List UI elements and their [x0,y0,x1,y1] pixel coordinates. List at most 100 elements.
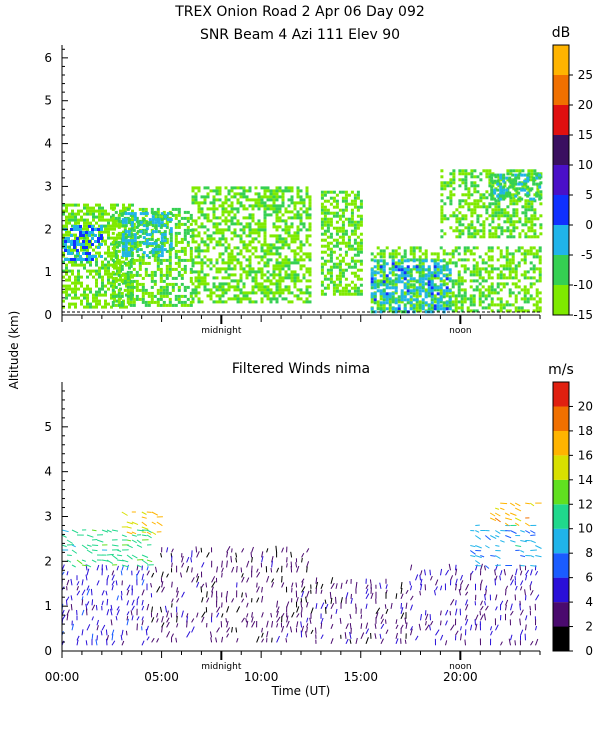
snr-cell [254,201,258,205]
snr-cell [74,281,77,285]
snr-cell [370,258,374,262]
wind-barb [181,555,184,563]
wind-barb [420,614,422,621]
snr-cell [341,211,345,215]
snr-cell [144,291,148,295]
snr-cell [174,237,178,241]
snr-cell [469,303,473,307]
snr-cell [86,302,89,306]
snr-cell [490,249,494,253]
snr-cell [86,224,89,228]
snr-cell [266,243,270,247]
wind-barb [166,631,171,638]
snr-cell [469,270,473,274]
snr-cell [488,214,492,218]
wind-barb [231,598,235,603]
snr-cell [233,216,237,220]
wind-barb [120,595,123,601]
snr-cell [485,217,489,221]
snr-cell [409,268,413,272]
wind-barb [181,591,185,598]
snr-cell [194,255,198,259]
snr-cell [62,305,65,309]
snr-cell [463,279,467,283]
wind-barb [226,546,231,553]
wind-barb [191,618,195,623]
snr-cell [257,192,261,196]
snr-cell [89,269,92,273]
snr-cell [233,288,237,292]
snr-cell [191,186,195,190]
snr-cell [101,212,104,216]
snr-cell [239,192,243,196]
snr-cell [242,225,246,229]
snr-cell [391,259,395,263]
wind-barb [275,545,278,553]
snr-cell [530,214,534,218]
snr-cell [278,210,282,214]
wind-barb [445,569,450,576]
snr-cell [332,283,336,287]
snr-cell [236,300,240,304]
colorbar-tick-label: 10 [578,522,593,536]
wind-barb [320,602,325,610]
wind-barb [495,575,498,581]
snr-cell [171,207,175,211]
snr-cell [506,178,510,182]
snr-cell [206,216,210,220]
snr-cell [281,198,285,202]
snr-cell [254,300,258,304]
snr-cell [135,243,139,247]
snr-cell [502,179,506,183]
snr-cell [347,289,351,293]
wind-barb [510,574,514,581]
snr-cell [77,209,80,213]
wind-barb [136,616,140,621]
snr-cell [117,303,121,307]
snr-cell [117,216,121,220]
snr-cell [487,294,491,298]
snr-cell [496,285,500,289]
wind-barb [116,606,120,611]
snr-cell [230,273,234,277]
wind-barb [505,585,509,591]
snr-cell [71,296,74,300]
snr-cell [174,252,178,256]
wind-barb [76,559,83,565]
snr-cell [159,303,163,307]
snr-cell [299,246,303,250]
snr-cell [530,226,534,230]
snr-cell [418,306,422,310]
snr-cell [218,228,222,232]
snr-cell [356,208,360,212]
wind-barb [171,598,174,603]
snr-cell [517,279,521,283]
wind-barb [440,568,443,576]
snr-cell [230,216,234,220]
snr-cell [461,223,465,227]
snr-cell [481,267,485,271]
snr-cell [379,307,383,311]
snr-cell [98,266,101,270]
snr-cell [263,240,267,244]
snr-cell [535,306,539,310]
snr-cell [521,211,525,215]
snr-cell [290,222,294,226]
marker-label: midnight [201,662,242,672]
snr-cell [284,273,288,277]
snr-cell [359,244,363,248]
snr-cell [206,192,210,196]
snr-cell [451,309,455,313]
snr-cell [86,221,89,225]
snr-cell [397,295,401,299]
snr-cell [485,196,489,200]
snr-cell [138,207,142,211]
snr-cell [183,294,187,298]
snr-cell [373,271,377,275]
snr-cell [80,215,83,219]
snr-cell [153,270,157,274]
snr-cell [418,246,422,250]
snr-cell [197,252,201,256]
snr-cell [197,291,201,295]
snr-cell [356,205,360,209]
